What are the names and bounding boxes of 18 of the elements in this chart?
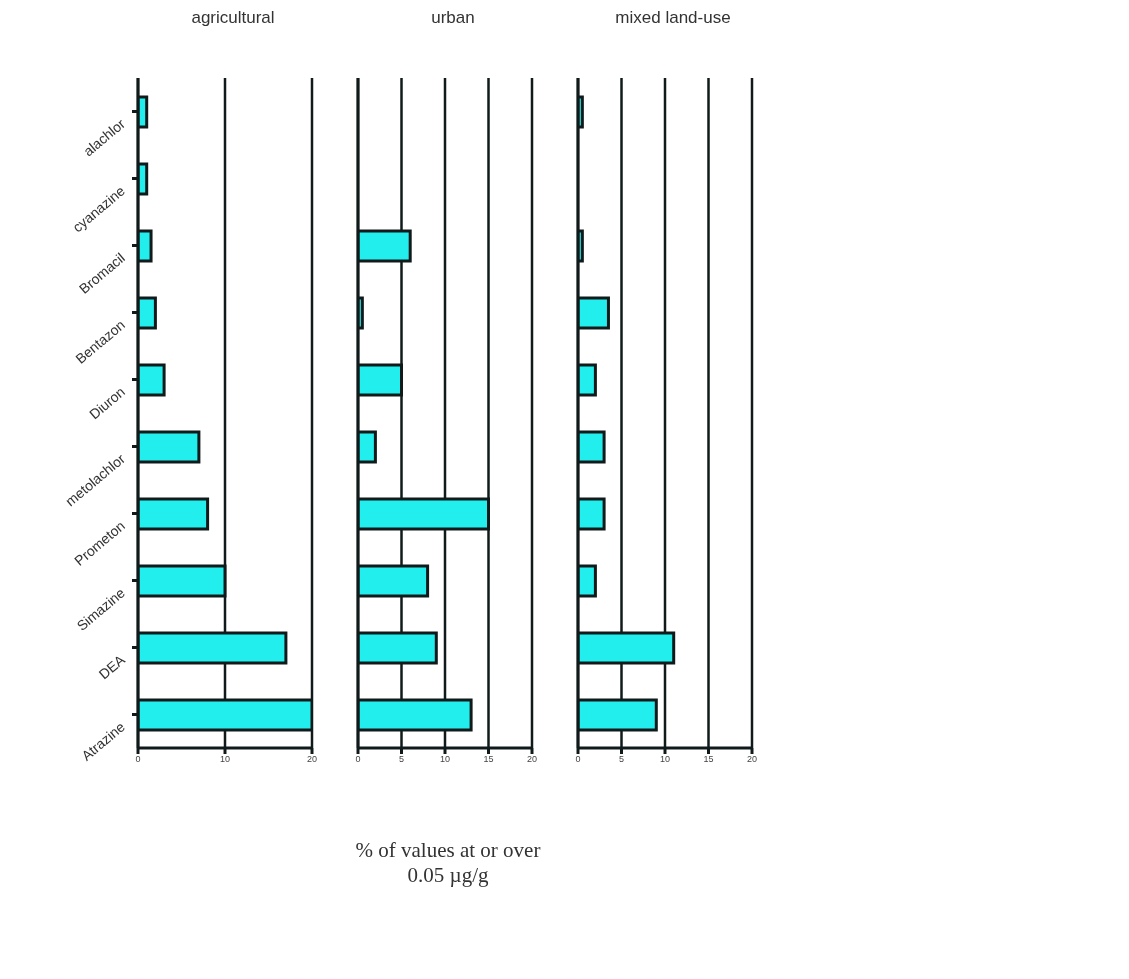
x-tick-label: 0 [575,754,581,765]
chart-title: mixed land-use [614,8,732,29]
x-tick-label: 0 [135,754,141,765]
x-tick-label: 15 [703,754,714,765]
chart-title: urban [430,8,476,29]
chart-title: agricultural [190,8,276,29]
x-tick-label: 20 [746,754,758,765]
x-tick-label: 15 [483,754,494,765]
x-tick-label: 10 [219,754,231,765]
x-tick-label: 20 [306,754,318,765]
x-tick-label: 5 [398,754,405,765]
x-tick-label: 10 [659,754,671,765]
x-axis-title: % of values at or over 0.05 µg/g [354,838,542,888]
x-tick-label: 20 [526,754,538,765]
x-tick-label: 0 [355,754,361,765]
y-tick-label: DEA [95,651,129,683]
x-tick-label: 10 [439,754,451,765]
x-tick-label: 5 [618,754,625,765]
